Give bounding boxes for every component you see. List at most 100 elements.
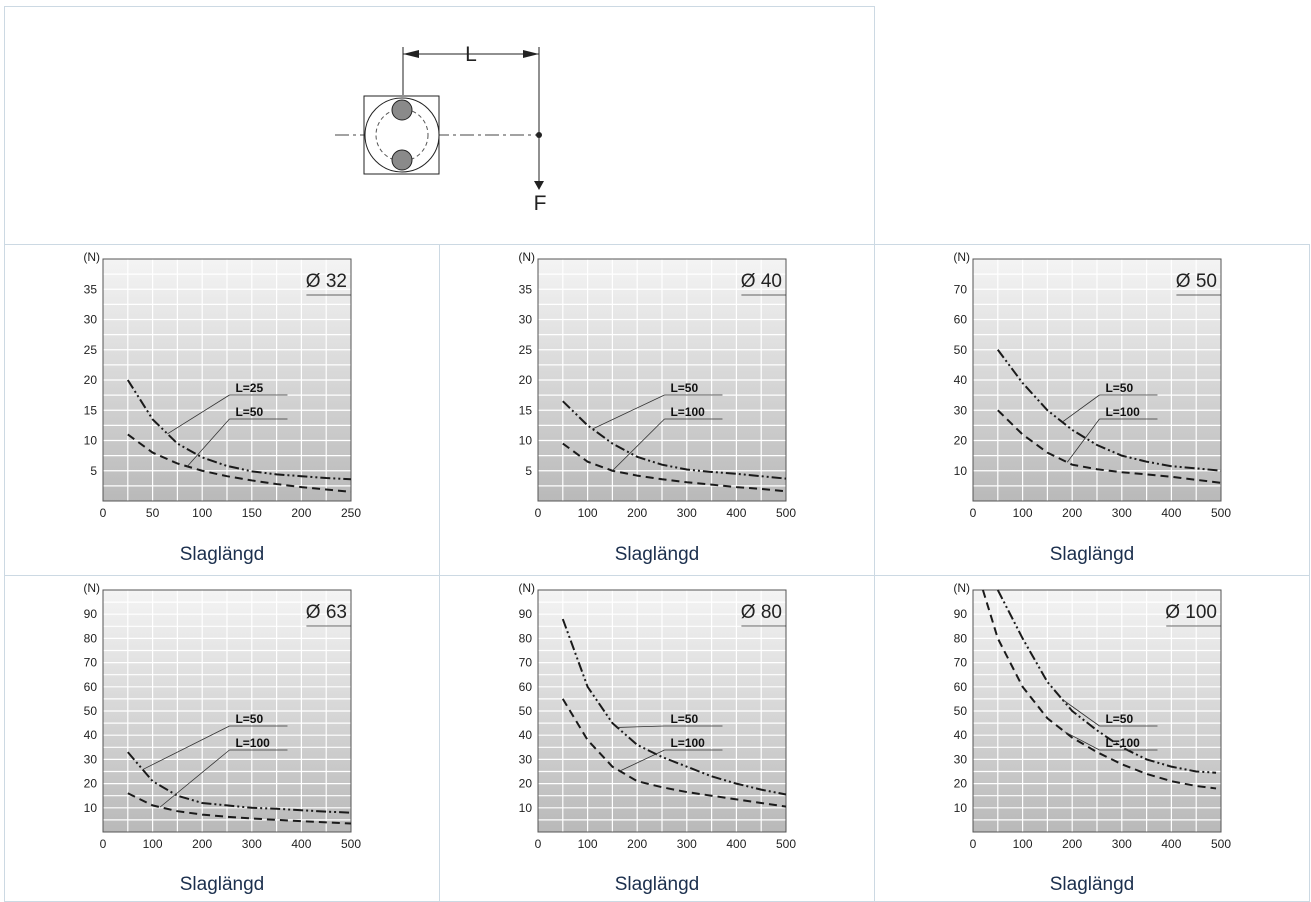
callout-leader (617, 725, 665, 728)
x-tick-label: 300 (1112, 506, 1132, 520)
diameter-label: Ø 100 (1165, 602, 1217, 623)
callout-leader (619, 749, 665, 772)
y-tick-label: 30 (84, 313, 98, 327)
x-tick-label: 400 (291, 837, 311, 851)
chart-panel-4: (N) 10 20 30 40 50 60 70 80 90 0 100 200 300 400 500 Ø 6… (4, 575, 440, 902)
y-tick-label: 70 (519, 656, 533, 670)
series-label: L=100 (1105, 736, 1140, 750)
series-label: L=25 (235, 381, 263, 395)
x-axis-title: Slaglängd (1049, 544, 1135, 565)
guide-rod-bottom (391, 149, 413, 171)
y-tick-label: 10 (84, 801, 98, 815)
series-line-l-50 (127, 433, 352, 493)
y-tick-label: 30 (84, 752, 98, 766)
y-tick-label: 5 (525, 464, 532, 478)
force-label: F (534, 192, 547, 215)
x-tick-label: 500 (341, 837, 361, 851)
y-tick-label: 80 (954, 631, 968, 645)
y-tick-label: 90 (519, 607, 533, 621)
x-tick-label: 0 (535, 506, 542, 520)
chart-dia-63: (N) 10 20 30 40 50 60 70 80 90 0 100 200 300 400 500 Ø 6… (83, 581, 361, 851)
y-tick-label: 60 (954, 680, 968, 694)
x-tick-label: 0 (970, 837, 977, 851)
series-line-l-100 (981, 589, 1217, 790)
y-tick-label: 70 (954, 656, 968, 670)
x-tick-label: 300 (1112, 837, 1132, 851)
chart-dia-32: (N) 5 10 15 20 25 30 35 0 50 100 150 200 250 Ø 32 L=25 L… (83, 250, 361, 520)
series-label: L=100 (235, 736, 270, 750)
y-tick-label: 40 (519, 728, 533, 742)
y-tick-label: 80 (84, 631, 98, 645)
x-tick-label: 400 (726, 837, 746, 851)
diameter-label: Ø 32 (306, 271, 347, 292)
x-tick-label: 100 (1013, 506, 1033, 520)
x-tick-label: 100 (578, 506, 598, 520)
x-tick-label: 400 (1161, 837, 1181, 851)
chart-panel-3: (N) 10 20 30 40 50 60 70 0 100 200 300 400 500 Ø 50 L=5… (874, 244, 1310, 576)
series-line-l-100 (127, 792, 352, 825)
y-tick-label: 15 (84, 403, 98, 417)
plot-frame (972, 258, 1222, 502)
x-tick-label: 100 (1013, 837, 1033, 851)
y-tick-label: 25 (519, 343, 533, 357)
y-tick-label: 90 (84, 607, 98, 621)
chart-panel-6: (N) 10 20 30 40 50 60 70 80 90 0 100 200 300 400 500 Ø 1… (874, 575, 1310, 902)
y-tick-label: 60 (519, 680, 533, 694)
x-tick-label: 500 (1211, 837, 1231, 851)
y-tick-label: 40 (84, 728, 98, 742)
series-line-l-100 (561, 698, 787, 808)
y-tick-label: 30 (954, 752, 968, 766)
series-label: L=50 (235, 405, 263, 419)
y-tick-label: 70 (954, 282, 968, 296)
chart-dia-100: (N) 10 20 30 40 50 60 70 80 90 0 100 200 300 400 500 Ø 1… (953, 581, 1231, 851)
y-tick-label: 50 (84, 704, 98, 718)
cylinder-bore (364, 97, 440, 173)
y-tick-label: 60 (954, 313, 968, 327)
x-tick-label: 200 (1062, 506, 1082, 520)
dimension-arrow-left (403, 50, 419, 58)
chart-dia-40: (N) 5 10 15 20 25 30 35 0 100 200 300 400 500 Ø 40 L=50… (518, 250, 796, 520)
y-axis-unit: (N) (83, 581, 100, 595)
series-label: L=50 (235, 712, 263, 726)
callout-leader (1064, 731, 1100, 751)
y-tick-label: 40 (954, 728, 968, 742)
force-diagram-panel: L F (4, 6, 875, 245)
x-tick-label: 0 (100, 837, 107, 851)
y-tick-label: 40 (954, 373, 968, 387)
callout-leader (592, 394, 665, 430)
diameter-label: Ø 40 (741, 271, 782, 292)
series-label: L=100 (670, 405, 705, 419)
y-tick-label: 5 (90, 464, 97, 478)
x-tick-label: 200 (627, 837, 647, 851)
y-axis-unit: (N) (518, 581, 535, 595)
callout-leader (1066, 418, 1100, 463)
plot-frame (537, 258, 787, 502)
y-tick-label: 30 (519, 313, 533, 327)
chart-panel-1: (N) 5 10 15 20 25 30 35 0 50 100 150 200 250 Ø 32 L=25 L… (4, 244, 440, 576)
x-tick-label: 300 (677, 837, 697, 851)
y-tick-label: 10 (519, 434, 533, 448)
y-tick-label: 50 (954, 343, 968, 357)
y-tick-label: 35 (519, 282, 533, 296)
y-tick-label: 50 (519, 704, 533, 718)
series-line-l-100 (997, 409, 1222, 484)
y-tick-label: 20 (954, 777, 968, 791)
x-axis-title: Slaglängd (1049, 874, 1135, 895)
x-tick-label: 500 (776, 837, 796, 851)
x-tick-label: 0 (970, 506, 977, 520)
chart-dia-50: (N) 10 20 30 40 50 60 70 0 100 200 300 400 500 Ø 50 L=5… (953, 250, 1231, 520)
series-label: L=100 (670, 736, 705, 750)
x-tick-label: 500 (776, 506, 796, 520)
x-axis-title: Slaglängd (614, 544, 700, 565)
x-tick-label: 0 (535, 837, 542, 851)
diameter-label: Ø 50 (1176, 271, 1217, 292)
y-tick-label: 50 (954, 704, 968, 718)
y-tick-label: 30 (954, 403, 968, 417)
x-tick-label: 100 (578, 837, 598, 851)
series-line-l-50 (127, 751, 352, 814)
callout-leader (1062, 394, 1100, 423)
y-tick-label: 20 (84, 777, 98, 791)
y-axis-unit: (N) (953, 581, 970, 595)
y-tick-label: 90 (954, 607, 968, 621)
x-tick-label: 0 (100, 506, 107, 520)
